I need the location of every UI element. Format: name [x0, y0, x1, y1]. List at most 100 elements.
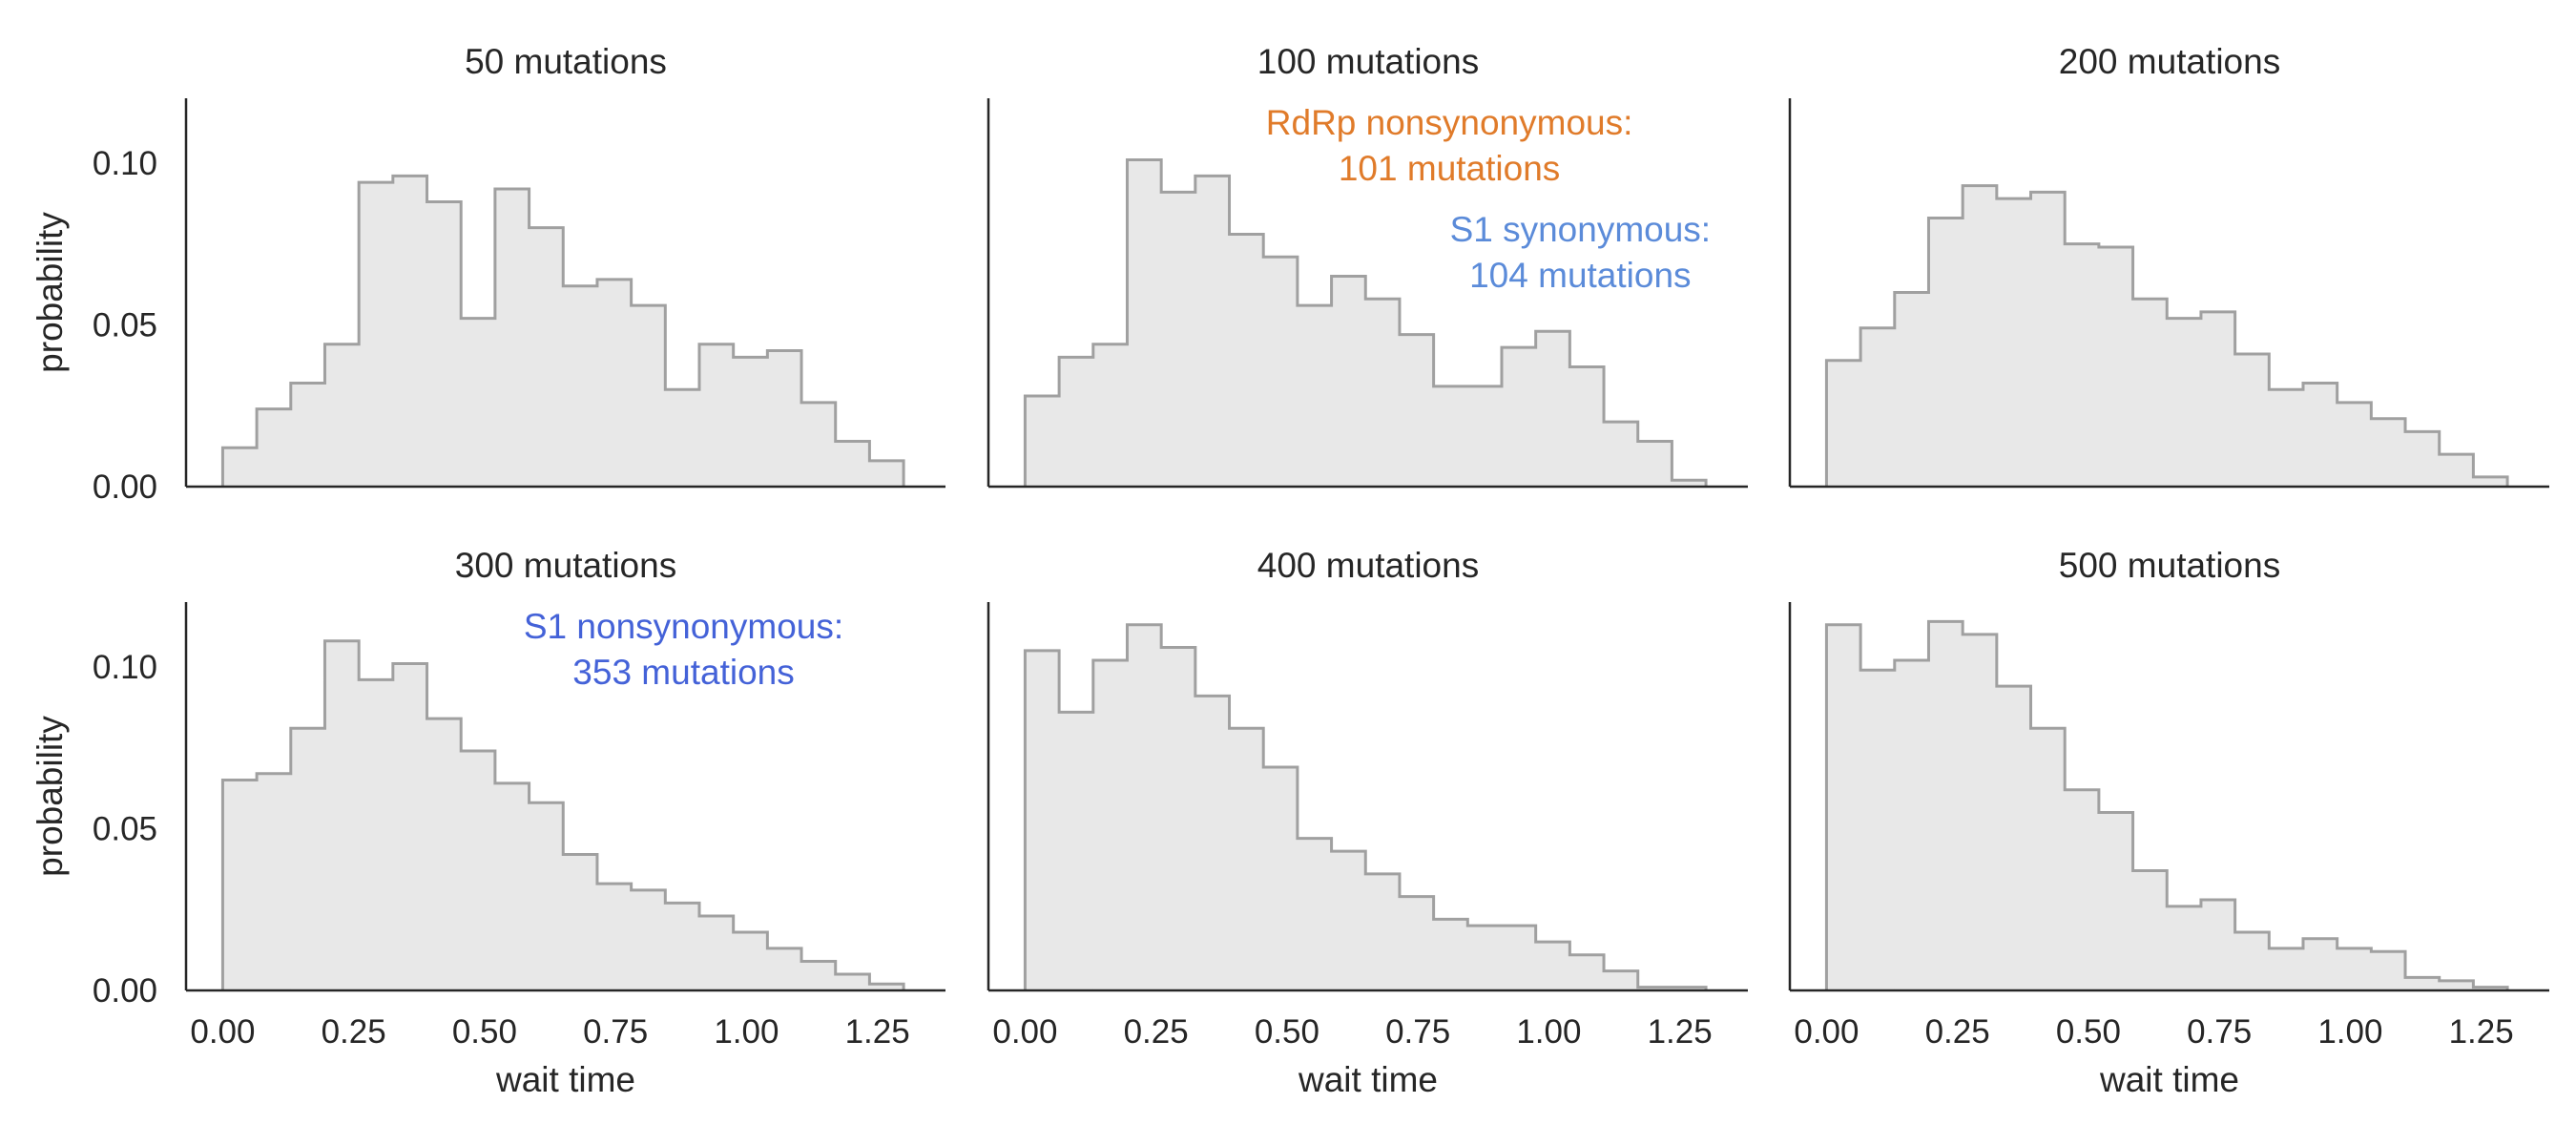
x-tick-label: 1.00 [1516, 1013, 1581, 1051]
histogram-bar [698, 915, 735, 990]
annotation-line: 104 mutations [1469, 256, 1691, 295]
histogram-bar [767, 947, 802, 990]
x-tick-label: 0.75 [1385, 1013, 1450, 1051]
histogram-bar [461, 751, 496, 990]
histogram-bar [2439, 454, 2474, 487]
histogram-panel: 300 mutations 0.00 0.05 0.10 probability 0.00… [31, 546, 945, 1099]
histogram-bar [2473, 987, 2508, 990]
x-tick-label: 1.25 [845, 1013, 910, 1051]
histogram-bar [1928, 621, 1963, 990]
panel-annotation: S1 nonsynonymous: 353 mutations [524, 607, 843, 692]
histogram-bar [631, 305, 666, 487]
histogram-bar [596, 884, 633, 990]
histogram-bar [1467, 385, 1503, 487]
histogram-bar [2371, 418, 2406, 487]
histogram-bar [1501, 347, 1537, 487]
histogram-bar [2439, 980, 2474, 990]
histogram-bar [1297, 305, 1333, 487]
x-tick-label: 1.25 [2449, 1013, 2514, 1051]
histogram-bar [563, 285, 598, 487]
y-tick-label: 0.10 [93, 649, 157, 686]
histogram-bar [1092, 344, 1129, 487]
histogram-bar [1433, 919, 1468, 990]
annotation-line: S1 nonsynonymous: [524, 607, 843, 646]
histogram-bar [1501, 926, 1537, 990]
x-axis-label: wait time [495, 1060, 635, 1099]
histogram-bar [2167, 318, 2202, 487]
histogram-bar [2030, 728, 2066, 990]
histogram-bar [2269, 389, 2304, 487]
histogram-bar [767, 350, 802, 487]
panel-annotation: S1 synonymous: 104 mutations [1450, 210, 1712, 295]
histogram-bar [2302, 383, 2338, 487]
histogram-bar [1963, 185, 1998, 487]
x-axis-label: wait time [1298, 1060, 1438, 1099]
y-tick-label: 0.00 [93, 972, 157, 1010]
annotation-line: RdRp nonsynonymous: [1266, 103, 1633, 142]
histogram-bar [494, 188, 530, 487]
panel-title: 50 mutations [465, 42, 667, 81]
histogram-bar [2473, 476, 2508, 487]
x-tick-label: 0.00 [190, 1013, 255, 1051]
histogram-bar [359, 679, 394, 990]
histogram-outline [1023, 623, 1708, 990]
histogram-bar [1672, 987, 1707, 990]
histogram-bar [665, 903, 700, 990]
histogram-bar [222, 780, 258, 990]
histogram-bar [2302, 938, 2338, 990]
histogram-bar [1331, 276, 1366, 487]
histogram-bar [1826, 624, 1861, 990]
panel-title: 200 mutations [2059, 42, 2280, 81]
histogram-bar [733, 931, 768, 990]
histogram-bars [1826, 621, 2508, 990]
histogram-bar [529, 227, 564, 487]
histogram-bar [1365, 873, 1401, 990]
histogram-bar [1569, 366, 1605, 487]
histogram-bar [869, 984, 904, 990]
histogram-bar [1365, 299, 1401, 487]
panel-title: 400 mutations [1257, 546, 1479, 585]
histogram-bar [2337, 402, 2372, 487]
y-axis-label: probability [31, 716, 70, 877]
histogram-bar [1025, 650, 1060, 990]
histogram-bar [2098, 812, 2134, 990]
x-tick-label: 0.25 [1124, 1013, 1189, 1051]
histogram-bar [1637, 987, 1672, 990]
histogram-outline [220, 639, 905, 990]
histogram-bar [1672, 480, 1707, 487]
histogram-bar [1860, 670, 1896, 990]
histogram-bar [1569, 954, 1605, 990]
histogram-bar [2234, 353, 2270, 487]
histogram-bar [1894, 292, 1930, 487]
x-tick-label: 0.25 [322, 1013, 386, 1051]
histogram-bar [2405, 977, 2441, 990]
x-tick-label: 1.00 [714, 1013, 779, 1051]
histogram-bar [290, 728, 326, 990]
x-tick-label: 0.00 [1794, 1013, 1859, 1051]
histogram-bar [835, 974, 870, 990]
histogram-bar [2371, 951, 2406, 990]
histogram-bars [1826, 185, 2508, 487]
x-tick-label: 1.00 [2317, 1013, 2382, 1051]
histogram-bar [2234, 931, 2270, 990]
y-axis-label: probability [31, 212, 70, 373]
histogram-bar [1826, 360, 1861, 487]
histogram-bar [1433, 385, 1468, 487]
x-tick-label: 0.25 [1925, 1013, 1990, 1051]
histogram-bar [1195, 696, 1231, 990]
histogram-bar [2405, 431, 2441, 487]
histogram-bar [2200, 900, 2236, 990]
histogram-bars [222, 176, 904, 488]
histogram-bar [2030, 192, 2066, 487]
histogram-bar [359, 182, 394, 487]
panel-title: 300 mutations [455, 546, 676, 585]
histogram-bar [2337, 947, 2372, 990]
histogram-bar [1161, 192, 1196, 487]
histogram-bar [1161, 647, 1196, 990]
panel-title: 100 mutations [1257, 42, 1479, 81]
histogram-bar [1963, 634, 1998, 990]
histogram-outline [220, 174, 905, 487]
x-tick-label: 0.50 [2056, 1013, 2121, 1051]
y-tick-label: 0.05 [93, 810, 157, 847]
histogram-bars [222, 640, 904, 990]
